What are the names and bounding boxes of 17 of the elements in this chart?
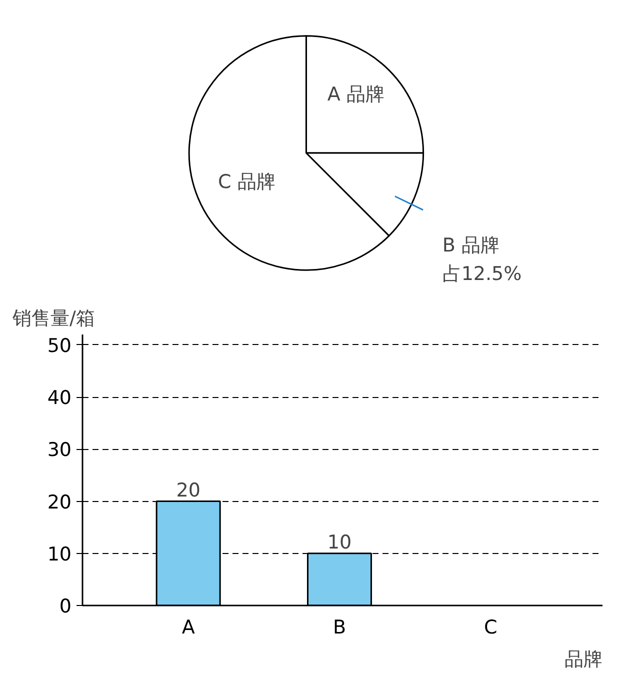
y-tick-label: 40 <box>47 387 72 410</box>
slice-label: A 品牌 <box>327 84 384 106</box>
slice-label: C 品牌 <box>218 171 276 194</box>
data-label: 占12.5% <box>442 262 522 285</box>
y-tick-label: 0 <box>59 596 72 618</box>
x-tick-label: C <box>484 616 498 638</box>
data-label: 10 <box>327 531 352 554</box>
y-axis-title: 销售量/箱 <box>12 308 95 330</box>
x-tick-label: A <box>182 616 195 638</box>
data-label: 20 <box>176 479 200 502</box>
y-tick-label: 10 <box>47 543 72 566</box>
slice-label: B 品牌 <box>442 234 500 256</box>
x-axis-title: 品牌 <box>564 648 602 670</box>
x-tick-label: B <box>332 616 346 638</box>
y-tick-label: 20 <box>47 491 72 514</box>
y-tick-label: 50 <box>47 334 72 357</box>
y-tick-label: 30 <box>47 439 72 462</box>
